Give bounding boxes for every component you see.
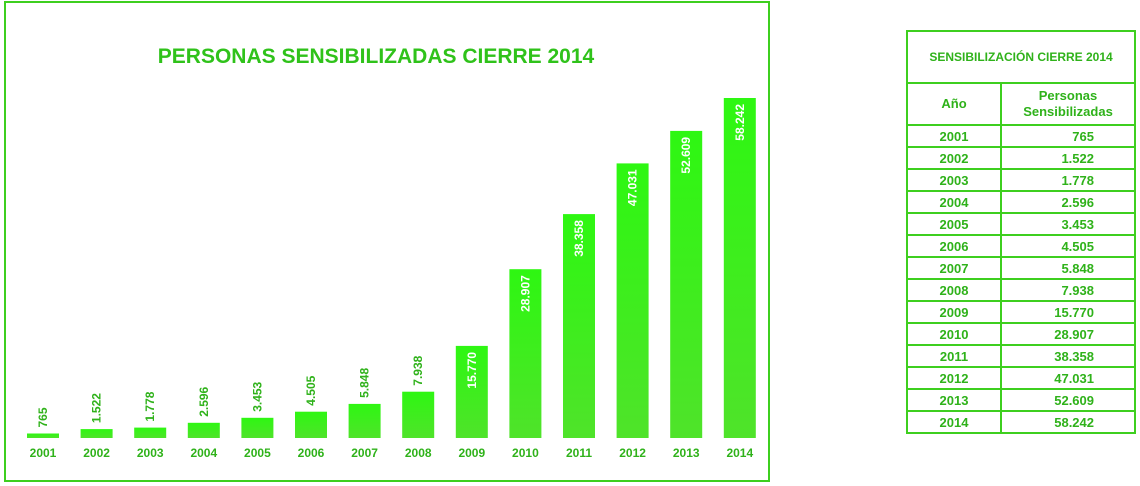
- table-cell-value: 52.609: [1000, 388, 1136, 412]
- table-cell-year: 2004: [906, 190, 1002, 214]
- bar-value-label: 2.596: [197, 386, 211, 416]
- summary-table: SENSIBILIZACIÓN CIERRE 2014 Año Personas…: [906, 30, 1136, 434]
- x-tick-label: 2007: [351, 446, 378, 460]
- table-cell-value: 47.031: [1000, 366, 1136, 390]
- table-cell-value: 38.358: [1000, 344, 1136, 368]
- header-people-line1: Personas: [1038, 88, 1098, 103]
- table-row: 2010 28.907: [906, 322, 1136, 346]
- x-tick-label: 2009: [458, 446, 485, 460]
- bar-value-label: 7.938: [411, 355, 425, 385]
- bar-value-label: 38.358: [572, 220, 586, 257]
- table-title: SENSIBILIZACIÓN CIERRE 2014: [906, 30, 1136, 84]
- header-people-line2: Sensibilizadas: [1023, 104, 1113, 119]
- bar-2001: [27, 433, 59, 438]
- header-people: Personas Sensibilizadas: [1000, 82, 1136, 126]
- bar-2004: [187, 422, 220, 438]
- table-header-row: Año Personas Sensibilizadas: [906, 82, 1136, 126]
- x-tick-label: 2012: [619, 446, 646, 460]
- table-row: 2014 58.242: [906, 410, 1136, 434]
- bar-value-label: 15.770: [465, 352, 479, 389]
- header-year: Año: [906, 82, 1002, 126]
- x-tick-label: 2001: [30, 446, 57, 460]
- table-cell-year: 2006: [906, 234, 1002, 258]
- table-row: 2008 7.938: [906, 278, 1136, 302]
- x-tick-label: 2006: [298, 446, 325, 460]
- table-cell-year: 2013: [906, 388, 1002, 412]
- table-row: 2007 5.848: [906, 256, 1136, 280]
- bar-2010: [509, 269, 542, 438]
- x-tick-label: 2014: [726, 446, 753, 460]
- table-row: 2009 15.770: [906, 300, 1136, 324]
- bar-value-label: 3.453: [250, 381, 264, 411]
- bar-value-label: 58.242: [733, 104, 747, 141]
- bar-value-label: 765: [36, 407, 50, 427]
- bar-2008: [402, 391, 435, 438]
- table-cell-value: 1.778: [1000, 168, 1136, 192]
- bar-2014: [723, 98, 756, 438]
- bar-2012: [616, 163, 649, 438]
- table-row: 2002 1.522: [906, 146, 1136, 170]
- bar-2005: [241, 417, 274, 438]
- table-cell-year: 2010: [906, 322, 1002, 346]
- x-axis-ticks: 2001 2002 2003 2004 2005 2006 2007 2008 2009 2010…: [30, 446, 754, 460]
- table-cell-year: 2012: [906, 366, 1002, 390]
- bar-2003: [134, 427, 167, 438]
- table-row: 2003 1.778: [906, 168, 1136, 192]
- table-cell-value: 4.505: [1000, 234, 1136, 258]
- table-cell-year: 2002: [906, 146, 1002, 170]
- table-cell-value: 3.453: [1000, 212, 1136, 236]
- bar-value-label: 1.778: [143, 391, 157, 421]
- bar-2006: [295, 411, 327, 438]
- x-tick-label: 2013: [673, 446, 700, 460]
- table-cell-value: 765: [1000, 124, 1136, 148]
- bar-value-label: 5.848: [358, 368, 372, 398]
- bar-2011: [563, 214, 595, 438]
- table-cell-value: 5.848: [1000, 256, 1136, 280]
- bar-chart: PERSONAS SENSIBILIZADAS CIERRE 2014 765 1…: [4, 1, 770, 482]
- table-cell-year: 2005: [906, 212, 1002, 236]
- table-cell-year: 2003: [906, 168, 1002, 192]
- table-row: 2011 38.358: [906, 344, 1136, 368]
- bar-2007: [348, 403, 381, 438]
- table-cell-year: 2007: [906, 256, 1002, 280]
- table-cell-value: 58.242: [1000, 410, 1136, 434]
- table-body: 2001 765 2002 1.522 2003 1.778 2004 2.596 2005 3.…: [906, 124, 1136, 434]
- bar-value-label: 47.031: [626, 169, 640, 206]
- bar-2013: [670, 130, 703, 438]
- x-tick-label: 2005: [244, 446, 271, 460]
- table-cell-value: 2.596: [1000, 190, 1136, 214]
- table-row: 2004 2.596: [906, 190, 1136, 214]
- chart-canvas: PERSONAS SENSIBILIZADAS CIERRE 2014 765 1…: [27, 45, 756, 460]
- bar-value-label: 4.505: [304, 375, 318, 405]
- table-row: 2005 3.453: [906, 212, 1136, 236]
- table-cell-year: 2014: [906, 410, 1002, 434]
- table-cell-year: 2008: [906, 278, 1002, 302]
- table-cell-year: 2011: [906, 344, 1002, 368]
- table-row: 2012 47.031: [906, 366, 1136, 390]
- bar-value-label: 1.522: [90, 393, 104, 423]
- bar-2002: [80, 429, 113, 438]
- table-row: 2013 52.609: [906, 388, 1136, 412]
- bars-layer: 765 1.522 1.778 2.596 3.453 4.505 5.848 7.938 15…: [27, 98, 756, 438]
- x-tick-label: 2008: [405, 446, 432, 460]
- table-row: 2001 765: [906, 124, 1136, 148]
- table-cell-year: 2009: [906, 300, 1002, 324]
- table-cell-year: 2001: [906, 124, 1002, 148]
- bar-value-label: 28.907: [518, 275, 532, 312]
- bar-2009: [455, 345, 488, 438]
- x-tick-label: 2010: [512, 446, 539, 460]
- x-tick-label: 2003: [137, 446, 164, 460]
- table-row: 2006 4.505: [906, 234, 1136, 258]
- x-tick-label: 2004: [190, 446, 217, 460]
- chart-title: PERSONAS SENSIBILIZADAS CIERRE 2014: [158, 45, 595, 68]
- table-cell-value: 15.770: [1000, 300, 1136, 324]
- table-cell-value: 28.907: [1000, 322, 1136, 346]
- bar-value-label: 52.609: [679, 137, 693, 174]
- x-tick-label: 2011: [566, 446, 592, 460]
- x-tick-label: 2002: [83, 446, 110, 460]
- table-cell-value: 1.522: [1000, 146, 1136, 170]
- table-cell-value: 7.938: [1000, 278, 1136, 302]
